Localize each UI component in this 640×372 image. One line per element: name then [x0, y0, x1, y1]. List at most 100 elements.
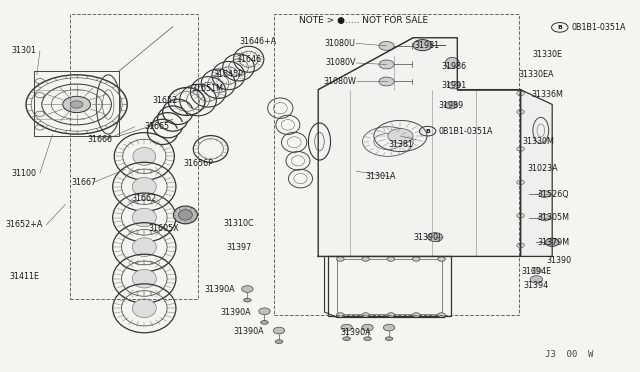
Circle shape: [438, 313, 445, 317]
Circle shape: [516, 91, 524, 96]
Bar: [274, 14, 519, 315]
Ellipse shape: [133, 147, 156, 166]
Circle shape: [516, 147, 524, 151]
Text: 31390: 31390: [546, 256, 571, 265]
Bar: [328, 256, 451, 317]
Text: 31651M: 31651M: [191, 84, 223, 93]
Text: 31986: 31986: [442, 62, 467, 71]
Circle shape: [412, 313, 420, 317]
Text: 31301: 31301: [12, 46, 36, 55]
Polygon shape: [520, 90, 552, 256]
Text: 31330E: 31330E: [532, 50, 562, 59]
Circle shape: [516, 243, 524, 247]
Text: 31652+A: 31652+A: [6, 221, 43, 230]
Circle shape: [379, 41, 394, 50]
Circle shape: [70, 101, 83, 108]
Circle shape: [337, 257, 344, 261]
Text: NOTE > ●..... NOT FOR SALE: NOTE > ●..... NOT FOR SALE: [300, 16, 428, 25]
Circle shape: [545, 238, 559, 246]
Text: 31080V: 31080V: [325, 58, 356, 67]
Text: 0B1B1-0351A: 0B1B1-0351A: [571, 23, 626, 32]
Circle shape: [539, 214, 550, 221]
Text: 31310C: 31310C: [224, 219, 255, 228]
Circle shape: [273, 327, 285, 334]
Ellipse shape: [275, 340, 283, 343]
Ellipse shape: [445, 57, 460, 68]
Text: 31989: 31989: [438, 101, 463, 110]
Text: B: B: [425, 129, 430, 134]
Text: 31665: 31665: [145, 122, 170, 131]
Text: B: B: [557, 25, 562, 30]
Text: 31336M: 31336M: [531, 90, 563, 99]
Bar: [70, 14, 198, 299]
Text: 31301A: 31301A: [365, 172, 396, 181]
Circle shape: [259, 308, 270, 315]
Ellipse shape: [173, 206, 197, 224]
Circle shape: [379, 60, 394, 69]
Text: 31646: 31646: [236, 55, 261, 64]
Text: J3  00  W: J3 00 W: [545, 350, 593, 359]
Circle shape: [362, 313, 369, 317]
Text: 31394: 31394: [524, 281, 549, 290]
Text: 31605X: 31605X: [148, 224, 179, 233]
Circle shape: [388, 129, 413, 143]
Text: 31645P: 31645P: [214, 70, 243, 79]
Text: 31656P: 31656P: [183, 159, 213, 168]
Ellipse shape: [364, 337, 371, 340]
Ellipse shape: [132, 299, 156, 318]
Text: 31390A: 31390A: [205, 285, 236, 294]
Ellipse shape: [132, 238, 156, 256]
Text: 31080U: 31080U: [325, 39, 356, 48]
Circle shape: [428, 233, 443, 241]
Circle shape: [516, 214, 524, 218]
Text: 31379M: 31379M: [538, 238, 570, 247]
Text: 0B1B1-0351A: 0B1B1-0351A: [438, 126, 493, 136]
Circle shape: [379, 77, 394, 86]
Circle shape: [516, 180, 524, 185]
Text: 31381: 31381: [388, 140, 413, 149]
Text: 31981: 31981: [415, 41, 440, 51]
Circle shape: [387, 313, 395, 317]
Circle shape: [438, 257, 445, 261]
Ellipse shape: [179, 210, 193, 220]
Circle shape: [413, 39, 432, 51]
Ellipse shape: [132, 269, 156, 288]
Circle shape: [242, 286, 253, 292]
Circle shape: [445, 102, 458, 109]
Circle shape: [362, 257, 369, 261]
Text: 31023A: 31023A: [527, 164, 558, 173]
Circle shape: [63, 96, 90, 113]
Circle shape: [362, 324, 373, 331]
Text: 31397: 31397: [227, 243, 252, 251]
Text: 31390J: 31390J: [413, 232, 441, 242]
Ellipse shape: [260, 321, 268, 324]
Bar: [337, 259, 442, 314]
Circle shape: [387, 257, 395, 261]
Text: 31390A: 31390A: [341, 328, 371, 337]
Text: 31330EA: 31330EA: [518, 70, 554, 79]
Ellipse shape: [132, 208, 156, 227]
Circle shape: [531, 267, 541, 273]
Ellipse shape: [343, 337, 351, 340]
Text: 31394E: 31394E: [522, 267, 552, 276]
Text: 31390A: 31390A: [234, 327, 264, 336]
Text: 31652: 31652: [152, 96, 178, 105]
Text: 31080W: 31080W: [324, 77, 356, 86]
Text: 31667: 31667: [72, 178, 97, 187]
Ellipse shape: [385, 337, 393, 340]
Circle shape: [547, 239, 558, 246]
Circle shape: [516, 110, 524, 114]
Text: 31411E: 31411E: [9, 272, 39, 281]
Ellipse shape: [132, 177, 156, 196]
Ellipse shape: [244, 298, 251, 302]
Text: 31330M: 31330M: [522, 137, 554, 146]
Text: 31305M: 31305M: [538, 213, 570, 222]
Polygon shape: [318, 38, 520, 256]
Text: 31390A: 31390A: [221, 308, 252, 317]
Text: 31666: 31666: [88, 135, 113, 144]
Circle shape: [337, 313, 344, 317]
Text: 31662: 31662: [132, 195, 157, 203]
Text: 31991: 31991: [442, 81, 467, 90]
Circle shape: [412, 257, 420, 261]
Text: 31646+A: 31646+A: [239, 37, 276, 46]
